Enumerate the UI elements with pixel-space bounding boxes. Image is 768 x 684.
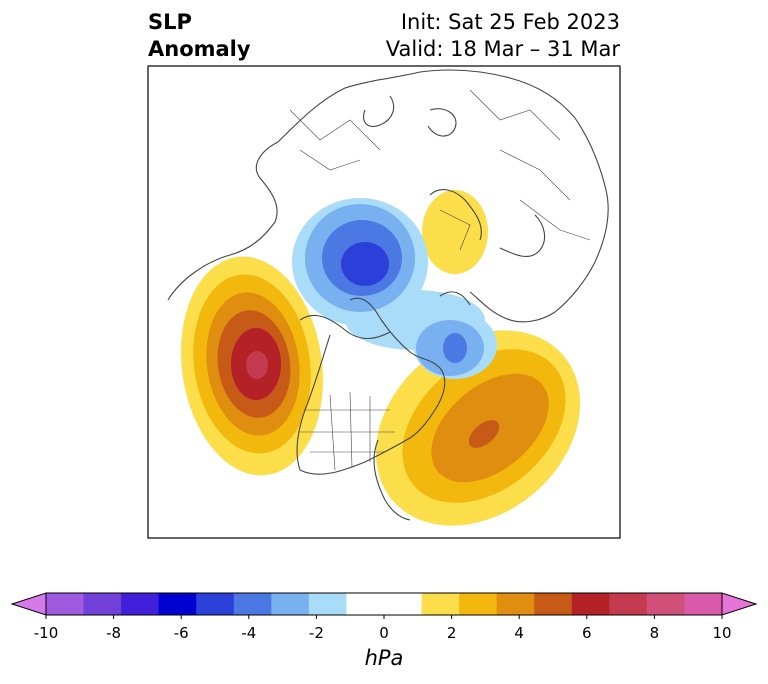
colorbar-segment — [121, 593, 160, 615]
colorbar-ticks — [45, 615, 723, 619]
colorbar-tick-label: -6 — [173, 624, 189, 642]
colorbar-tick-label: 6 — [582, 624, 592, 642]
colorbar-segment — [308, 593, 347, 615]
colorbar-tick-label: 0 — [379, 624, 389, 642]
colorbar-unit: hPa — [364, 646, 404, 670]
colorbar-segment — [83, 593, 122, 615]
title-right: Init: Sat 25 Feb 2023 Valid: 18 Mar – 31… — [386, 9, 620, 63]
colorbar-segment — [346, 593, 385, 615]
colorbar-segment — [196, 593, 235, 615]
colorbar-segment — [496, 593, 535, 615]
colorbar-segment — [571, 593, 610, 615]
map-frame — [147, 65, 621, 539]
coastlines — [167, 69, 609, 521]
map-panel — [147, 65, 621, 539]
political-borders — [289, 89, 591, 471]
colorbar-tick-label: -4 — [241, 624, 257, 642]
init-date: Init: Sat 25 Feb 2023 — [400, 10, 620, 34]
colorbar-segments — [46, 593, 723, 615]
title-variable: SLP — [148, 10, 192, 34]
valid-range: Valid: 18 Mar – 31 Mar — [385, 37, 620, 61]
colorbar-tick-label: 10 — [712, 624, 732, 642]
colorbar-segment — [534, 593, 573, 615]
colorbar-tick-label: 8 — [649, 624, 660, 642]
title-left: SLP Anomaly — [148, 9, 251, 63]
colorbar-segment — [158, 593, 197, 615]
title-anomaly: Anomaly — [148, 37, 251, 61]
colorbar-segment — [609, 593, 648, 615]
colorbar-tick-label: -2 — [308, 624, 324, 642]
colorbar-segment — [684, 593, 723, 615]
anomaly-arctic-low — [292, 198, 497, 379]
anomaly-fill-layer — [181, 190, 581, 526]
colorbar-tick-label: -8 — [106, 624, 122, 642]
colorbar-segment — [271, 593, 310, 615]
colorbar-extend-high — [721, 592, 758, 616]
colorbar-tick-label: 4 — [514, 624, 524, 642]
colorbar — [10, 592, 758, 619]
colorbar-tick-label: 2 — [446, 624, 457, 642]
colorbar-segment — [46, 593, 85, 615]
anomaly-pacific-high — [181, 256, 323, 476]
colorbar-segment — [421, 593, 460, 615]
colorbar-segment — [233, 593, 272, 615]
anomaly-siberia-high — [422, 190, 488, 274]
colorbar-tick-label: -10 — [33, 624, 59, 642]
colorbar-segment — [646, 593, 685, 615]
colorbar-extend-low — [10, 592, 47, 616]
colorbar-segment — [384, 593, 423, 615]
colorbar-segment — [459, 593, 498, 615]
anomaly-atlantic-high — [375, 330, 581, 526]
